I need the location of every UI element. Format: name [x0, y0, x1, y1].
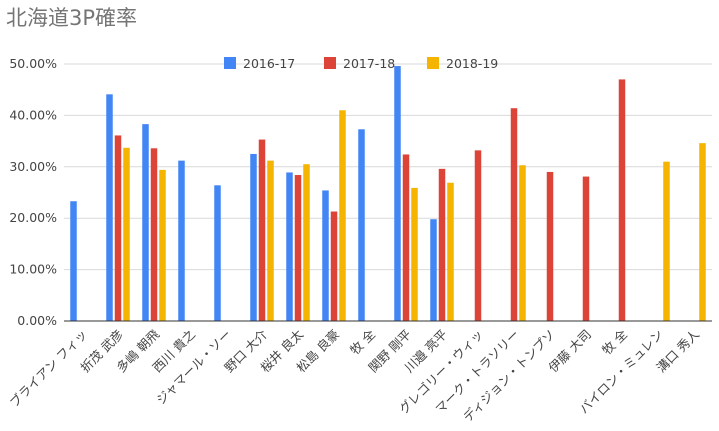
bars-layer: [70, 66, 706, 322]
grid-layer: 0.00% 10.00% 20.00% 30.00% 40.00% 50.00%: [9, 56, 712, 328]
legend-swatch: [224, 57, 236, 69]
y-tick-label: 20.00%: [9, 210, 57, 225]
legend-swatch: [324, 57, 336, 69]
bar: [250, 153, 257, 321]
y-tick-label: 10.00%: [9, 262, 57, 277]
bar: [438, 168, 446, 321]
legend-label: 2016-17: [243, 56, 295, 71]
bar: [70, 201, 77, 321]
legend: 2016-17 2017-18 2018-19: [224, 56, 498, 71]
bar: [330, 211, 338, 321]
bar: [430, 219, 437, 321]
bar: [214, 185, 221, 321]
y-tick-label: 50.00%: [9, 56, 57, 71]
legend-swatch: [427, 57, 439, 69]
bar: [286, 172, 293, 321]
bar: [303, 164, 310, 321]
bar: [402, 154, 410, 321]
bar: [322, 190, 329, 321]
bar: [294, 175, 302, 321]
legend-label: 2017-18: [343, 56, 395, 71]
bar: [358, 129, 365, 321]
bar: [150, 148, 158, 321]
bar: [546, 171, 554, 321]
y-tick-label: 0.00%: [17, 313, 57, 328]
bar: [142, 124, 149, 321]
bar: [114, 135, 122, 321]
bar: [474, 150, 482, 321]
x-tick-label: 牧 全: [347, 326, 378, 357]
bar: [510, 108, 518, 321]
bar: [159, 169, 166, 321]
bar: [394, 66, 401, 321]
bar: [123, 147, 130, 321]
bar: [519, 165, 526, 321]
y-tick-label: 40.00%: [9, 107, 57, 122]
bar: [663, 161, 670, 321]
bar: [267, 160, 274, 321]
bar: [106, 94, 113, 322]
bar: [178, 160, 185, 321]
x-tick-label: 牧 全: [599, 326, 630, 357]
bar: [339, 110, 346, 321]
bar: [699, 143, 706, 321]
bar: [258, 139, 266, 321]
bar: [582, 176, 590, 321]
bar: [618, 79, 626, 321]
bar: [447, 182, 454, 321]
legend-label: 2018-19: [446, 56, 498, 71]
bar: [411, 187, 418, 321]
y-tick-label: 30.00%: [9, 159, 57, 174]
x-tick-label: ブライアン フィッ: [7, 327, 91, 411]
chart-title: 北海道3P確率: [6, 6, 137, 30]
